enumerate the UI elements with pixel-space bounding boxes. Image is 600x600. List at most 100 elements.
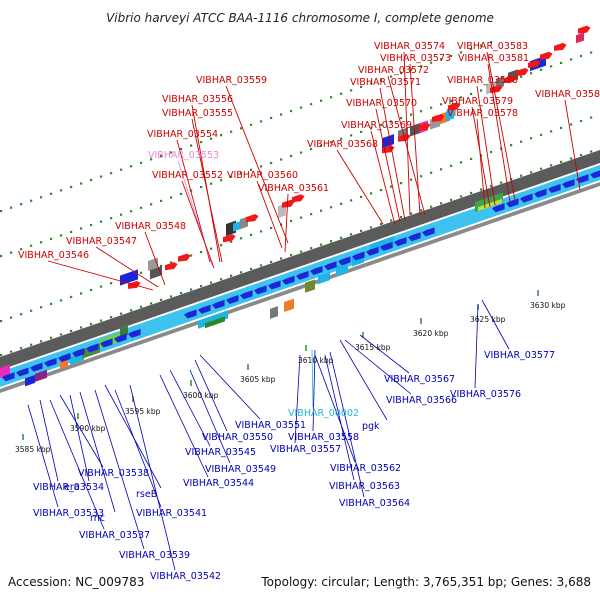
gene-label[interactable]: VIBHAR_03552 xyxy=(152,170,223,181)
reverse-gene-arrow[interactable] xyxy=(590,169,600,179)
gene-label[interactable]: VIBHAR_03570 xyxy=(346,98,417,109)
gene-block[interactable] xyxy=(446,108,454,122)
gene-label[interactable]: rnc xyxy=(90,513,105,524)
reverse-gene-arrow[interactable] xyxy=(16,367,29,377)
reverse-gene-arrow[interactable] xyxy=(72,348,85,358)
gene-label[interactable]: VIBHAR_03544 xyxy=(183,478,254,489)
reverse-gene-arrow[interactable] xyxy=(212,299,225,309)
gene-label[interactable]: VIBHAR_03587 xyxy=(535,89,600,100)
gene-block[interactable] xyxy=(233,220,241,232)
gene-label[interactable]: VIBHAR_03564 xyxy=(339,498,410,509)
gene-label[interactable]: VIBHAR_03546 xyxy=(18,250,89,261)
gene-label[interactable]: VIBHAR_03568 xyxy=(307,139,378,150)
gene-label[interactable]: VIBHAR_03573 xyxy=(380,53,451,64)
gene-label[interactable]: VIBHAR_03561 xyxy=(258,183,329,194)
gene-label[interactable]: VIBHAR_03537 xyxy=(79,530,150,541)
gene-label[interactable]: VIBHAR_03557 xyxy=(270,444,341,455)
gene-label[interactable]: VIBHAR_03562 xyxy=(330,463,401,474)
gene-block[interactable] xyxy=(205,316,225,329)
gene-block[interactable] xyxy=(284,298,294,313)
reverse-gene-arrow[interactable] xyxy=(380,241,393,251)
reverse-gene-arrow[interactable] xyxy=(338,256,351,266)
gene-label[interactable]: VIBHAR_03567 xyxy=(384,374,455,385)
gene-label[interactable]: VIBHAR_03541 xyxy=(136,508,207,519)
reverse-gene-arrow[interactable] xyxy=(562,179,575,189)
reverse-gene-arrow[interactable] xyxy=(100,338,113,348)
gene-label[interactable]: VIBHAR_03549 xyxy=(205,464,276,475)
gene-label[interactable]: rseB xyxy=(136,489,157,500)
gene-label[interactable]: VIBHAR_03533 xyxy=(33,508,104,519)
gene-block[interactable] xyxy=(336,261,348,277)
gene-label[interactable]: VIBHAR_03554 xyxy=(147,129,218,140)
gene-label[interactable]: VIBHAR_03571 xyxy=(350,77,421,88)
gene-label[interactable]: pgk xyxy=(362,421,380,432)
gene-label[interactable]: VIBHAR_03545 xyxy=(185,447,256,458)
forward-gene-arrow[interactable] xyxy=(223,234,236,243)
gene-label[interactable]: VIBHAR_03578 xyxy=(447,108,518,119)
reverse-gene-arrow[interactable] xyxy=(534,188,547,198)
gene-label[interactable]: VIBHAR_03553 xyxy=(148,150,219,161)
reverse-gene-arrow[interactable] xyxy=(548,183,561,193)
gene-block[interactable] xyxy=(305,279,315,293)
gene-label[interactable]: VIBHAR_03560 xyxy=(227,170,298,181)
forward-gene-arrow[interactable] xyxy=(540,51,553,60)
reverse-gene-arrow[interactable] xyxy=(86,343,99,353)
gene-label[interactable]: VIBHAR_03542 xyxy=(150,571,221,582)
gene-label[interactable]: VIBHAR_03556 xyxy=(162,94,233,105)
reverse-gene-arrow[interactable] xyxy=(408,232,421,242)
forward-gene-arrow[interactable] xyxy=(504,75,517,84)
reverse-gene-arrow[interactable] xyxy=(576,174,589,184)
reverse-gene-arrow[interactable] xyxy=(44,357,57,367)
reverse-gene-arrow[interactable] xyxy=(352,251,365,261)
gene-label[interactable]: VIBHAR_03551 xyxy=(235,420,306,431)
reverse-gene-arrow[interactable] xyxy=(268,280,281,290)
gene-label[interactable]: VIBHAR_03580 xyxy=(447,75,518,86)
forward-gene-arrow[interactable] xyxy=(246,214,259,223)
forward-gene-arrow[interactable] xyxy=(516,67,529,76)
reverse-gene-arrow[interactable] xyxy=(422,227,435,237)
reverse-gene-arrow[interactable] xyxy=(254,285,267,295)
reverse-gene-arrow[interactable] xyxy=(296,270,309,280)
forward-gene-arrow[interactable] xyxy=(432,113,445,122)
forward-gene-arrow[interactable] xyxy=(448,102,461,111)
reverse-gene-arrow[interactable] xyxy=(282,275,295,285)
gene-label[interactable]: VIBHAR_03539 xyxy=(119,550,190,561)
gene-label[interactable]: VIBHAR_03547 xyxy=(66,236,137,247)
forward-gene-arrow[interactable] xyxy=(418,122,431,131)
forward-gene-arrow[interactable] xyxy=(178,253,191,262)
reverse-gene-arrow[interactable] xyxy=(226,295,239,305)
reverse-gene-arrow[interactable] xyxy=(492,203,505,213)
reverse-gene-arrow[interactable] xyxy=(114,333,127,343)
reverse-gene-arrow[interactable] xyxy=(394,237,407,247)
gene-block[interactable] xyxy=(410,123,420,137)
gene-label[interactable]: VIBHAR_03577 xyxy=(484,350,555,361)
reverse-gene-arrow[interactable] xyxy=(366,246,379,256)
gene-label[interactable]: era xyxy=(64,482,80,493)
reverse-gene-arrow[interactable] xyxy=(184,309,197,319)
gene-label[interactable]: VIBHAR_03558 xyxy=(288,432,359,443)
gene-block[interactable] xyxy=(120,269,138,286)
gene-label[interactable]: VIBHAR_03583 xyxy=(457,41,528,52)
gene-label[interactable]: VIBHAR_03550 xyxy=(202,432,273,443)
gene-block[interactable] xyxy=(318,272,330,285)
reverse-gene-arrow[interactable] xyxy=(2,372,15,382)
gene-label[interactable]: VIBHAR_03548 xyxy=(115,221,186,232)
gene-label[interactable]: VIBHAR_03559 xyxy=(196,75,267,86)
reverse-gene-arrow[interactable] xyxy=(310,266,323,276)
forward-gene-arrow[interactable] xyxy=(528,59,541,68)
gene-block[interactable] xyxy=(25,374,35,387)
forward-gene-arrow[interactable] xyxy=(292,194,305,203)
reverse-gene-arrow[interactable] xyxy=(198,304,211,314)
gene-label[interactable]: VIBHAR_03581 xyxy=(458,53,529,64)
gene-label[interactable]: VIBHAR_03563 xyxy=(329,481,400,492)
reverse-gene-arrow[interactable] xyxy=(324,261,337,271)
forward-gene-arrow[interactable] xyxy=(282,199,295,208)
gene-block[interactable] xyxy=(35,369,47,382)
gene-label[interactable]: VIBHAR_03555 xyxy=(162,108,233,119)
forward-gene-arrow[interactable] xyxy=(490,84,503,93)
forward-gene-arrow[interactable] xyxy=(578,25,591,34)
gene-label[interactable]: VIBHAR_03569 xyxy=(341,120,412,131)
gene-block[interactable] xyxy=(270,306,278,319)
